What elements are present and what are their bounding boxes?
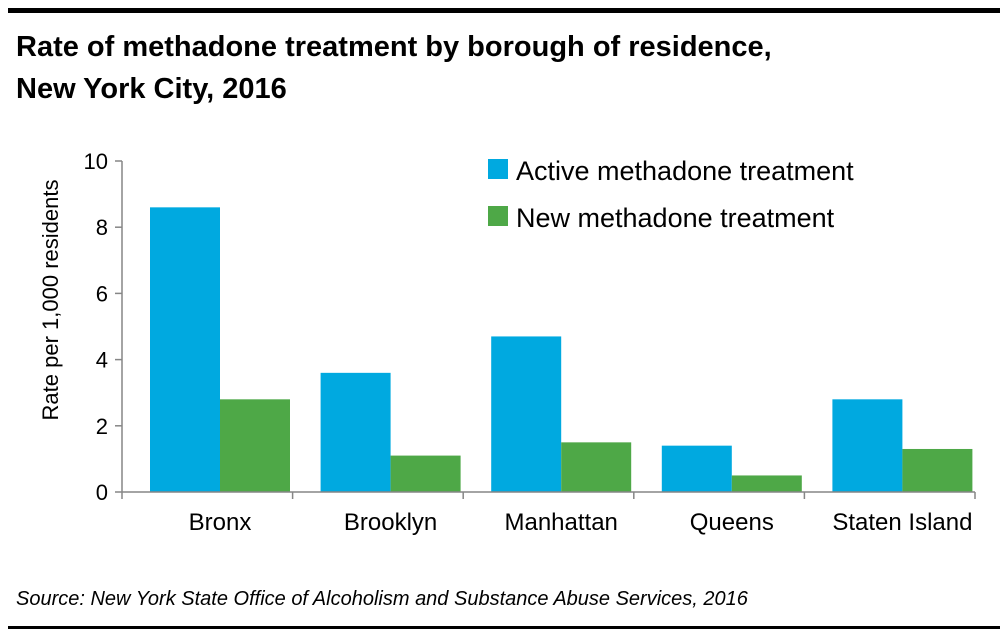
x-tick-label: Brooklyn (344, 509, 437, 536)
bar-new-staten-island (902, 448, 973, 492)
bar-new-queens (731, 475, 802, 492)
bar-active-staten-island (832, 399, 903, 492)
y-tick-label: 6 (96, 281, 108, 306)
bar-new-manhattan (561, 442, 632, 492)
title-line-2: New York City, 2016 (16, 73, 287, 105)
y-tick-label: 8 (96, 215, 108, 240)
y-tick-label: 2 (96, 414, 108, 439)
top-rule (8, 8, 1000, 13)
y-tick-label: 0 (96, 480, 108, 505)
y-tick-label: 10 (84, 149, 108, 174)
bar-new-brooklyn (390, 455, 461, 492)
chart-title: Rate of methadone treatment by borough o… (16, 26, 976, 110)
bar-active-brooklyn (320, 372, 391, 492)
bar-active-manhattan (491, 336, 562, 492)
legend: Active methadone treatment New methadone … (488, 156, 854, 233)
y-axis: 0 2 4 6 8 10 (84, 149, 123, 505)
x-tick-label: Bronx (189, 509, 252, 536)
bar-active-queens (661, 445, 732, 492)
x-tick-label: Staten Island (832, 509, 972, 536)
x-axis: Bronx Brooklyn Manhattan Queens Staten Islan… (121, 491, 976, 536)
y-axis-label: Rate per 1,000 residents (38, 180, 63, 421)
bars (150, 207, 973, 492)
bar-active-bronx (150, 207, 220, 492)
x-tick-label: Queens (690, 509, 774, 536)
y-tick-label: 4 (96, 348, 108, 373)
title-line-1: Rate of methadone treatment by borough o… (16, 31, 772, 63)
bottom-rule (8, 626, 1000, 629)
legend-label: New methadone treatment (516, 203, 835, 233)
x-tick-label: Manhattan (504, 509, 617, 536)
legend-swatch (488, 206, 508, 226)
legend-label: Active methadone treatment (516, 156, 854, 186)
source-note: Source: New York State Office of Alcohol… (16, 588, 748, 610)
bar-new-bronx (220, 399, 290, 492)
legend-swatch (488, 159, 508, 179)
